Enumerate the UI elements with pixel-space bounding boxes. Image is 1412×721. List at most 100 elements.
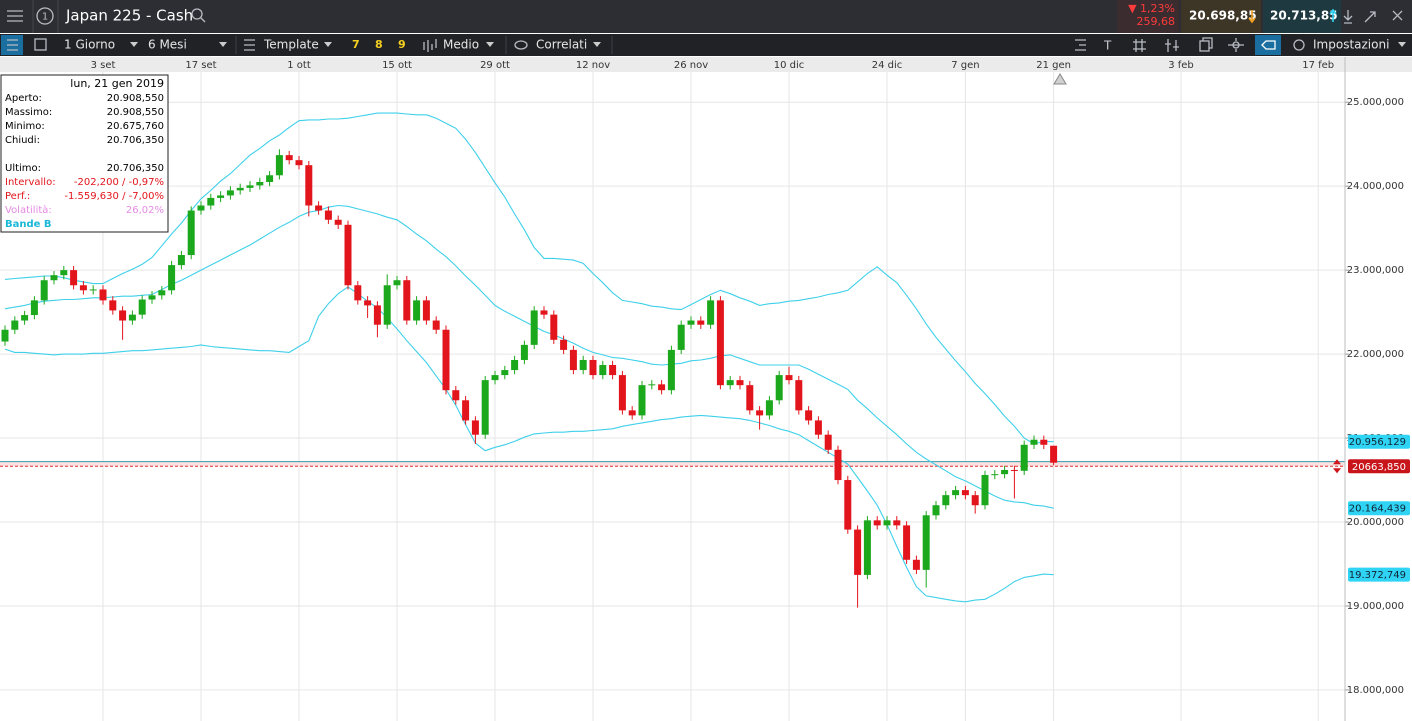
candle-body — [922, 515, 930, 570]
preset-button[interactable]: 8 — [375, 38, 383, 51]
ask-price: 20.713,85 — [1270, 9, 1338, 23]
price-zone — [0, 461, 1345, 467]
candle-body — [344, 224, 352, 286]
candle-body — [481, 380, 489, 435]
template-icon — [244, 39, 255, 51]
x-tick-label: 29 ott — [480, 60, 510, 71]
layout-button[interactable] — [34, 38, 47, 51]
candle-body — [1, 329, 9, 342]
candle-body — [109, 300, 117, 311]
candle-body — [756, 410, 764, 416]
candle-body — [707, 300, 715, 325]
close-button[interactable] — [1392, 10, 1403, 21]
candle-body — [893, 520, 901, 526]
candle-body — [540, 310, 548, 315]
y-tick-label: 19.000,000 — [1347, 601, 1404, 612]
info-label: Perf.: — [5, 191, 30, 202]
candle-body — [932, 505, 940, 516]
x-tick-label: 3 set — [91, 60, 116, 71]
dropdown-arrow — [130, 42, 138, 47]
menu-button[interactable] — [7, 10, 23, 22]
info-panel: lun, 21 gen 2019 Bande B Aperto: 20.908,5… — [0, 74, 169, 233]
ask-box[interactable] — [1263, 0, 1341, 33]
candle-body — [785, 375, 793, 381]
x-tick-label: 24 dic — [872, 60, 903, 71]
candle-body — [726, 380, 734, 386]
candle-body — [236, 187, 244, 191]
y-tick-label: 22.000,000 — [1347, 349, 1404, 360]
candle-body — [697, 320, 705, 325]
x-tick-label: 15 ott — [382, 60, 412, 71]
candle-body — [99, 289, 107, 301]
minimize-button[interactable] — [1343, 10, 1353, 24]
candle-body — [1040, 439, 1048, 445]
candle-body — [226, 190, 234, 196]
candle-body — [364, 300, 372, 306]
price-tag-label: 19.372,749 — [1349, 570, 1406, 581]
info-value: 26,02% — [126, 205, 164, 216]
preset-button[interactable]: 7 — [352, 38, 360, 51]
candle-body — [971, 495, 979, 506]
price-tag-label: 20.164,439 — [1349, 504, 1406, 515]
candle-body — [266, 175, 274, 182]
candle-body — [903, 525, 911, 560]
candle-body — [863, 520, 871, 575]
settings-select[interactable]: Impostazioni — [1313, 38, 1389, 52]
x-tick-label: 3 feb — [1168, 60, 1194, 71]
info-value: -1.559,630 / -7,00% — [64, 191, 164, 202]
candle-body — [628, 410, 636, 416]
template-select[interactable]: Template — [263, 38, 319, 52]
candle-body — [883, 520, 891, 526]
style-select[interactable]: Medio — [443, 38, 479, 52]
range-select[interactable]: 6 Mesi — [148, 38, 187, 52]
candle-body — [373, 305, 381, 325]
bid-arrow — [1248, 10, 1256, 24]
dropdown-arrow — [324, 42, 332, 47]
x-tick-label: 1 ott — [287, 60, 311, 71]
y-tick-label: 18.000,000 — [1347, 685, 1404, 696]
info-value: 20.908,550 — [107, 93, 164, 104]
expand-button[interactable] — [1364, 11, 1376, 23]
candle-body — [491, 375, 499, 381]
interval-select[interactable]: 1 Giorno — [64, 38, 115, 52]
candle-body — [1050, 445, 1058, 463]
candle-body — [873, 520, 881, 526]
candle-body — [1010, 469, 1018, 471]
candle-body — [256, 181, 264, 186]
toolbar — [0, 34, 1412, 56]
preset-button[interactable]: 9 — [398, 38, 406, 51]
candle-body — [70, 270, 78, 286]
candle-body — [217, 195, 225, 198]
x-tick-label: 17 set — [185, 60, 216, 71]
candle-body — [422, 300, 430, 321]
info-value: -202,200 / -0,97% — [74, 177, 164, 188]
candle-body — [520, 344, 528, 360]
text-tool[interactable]: T — [1103, 39, 1112, 53]
candle-body — [246, 185, 254, 188]
price-tag — [1348, 567, 1410, 582]
y-tick-label: 23.000,000 — [1347, 265, 1404, 276]
candle-body — [197, 205, 205, 211]
band-upper — [4, 112, 1054, 445]
candle-body — [961, 490, 969, 496]
alert-badge[interactable] — [36, 7, 54, 25]
tool-buttons[interactable]: T — [1075, 37, 1244, 53]
dropdown-arrow — [593, 42, 601, 47]
candle-body — [952, 490, 960, 496]
y-tick-label: 24.000,000 — [1347, 181, 1404, 192]
bid-box[interactable] — [1181, 0, 1261, 33]
candle-body — [207, 197, 215, 206]
candle-body — [569, 349, 577, 371]
candle-body — [354, 285, 362, 301]
dropdown-arrow — [1398, 42, 1406, 47]
info-label: Massimo: — [5, 107, 52, 118]
candle-body — [667, 349, 675, 391]
instrument-title[interactable]: Japan 225 - Cash — [65, 7, 193, 25]
related-select[interactable]: Correlati — [536, 38, 587, 52]
date-axis — [0, 57, 1412, 72]
candle-body — [579, 359, 587, 371]
annotation-button[interactable] — [1255, 35, 1281, 55]
search-button[interactable] — [191, 8, 206, 23]
candle-body — [530, 310, 538, 345]
candle-body — [805, 410, 813, 421]
